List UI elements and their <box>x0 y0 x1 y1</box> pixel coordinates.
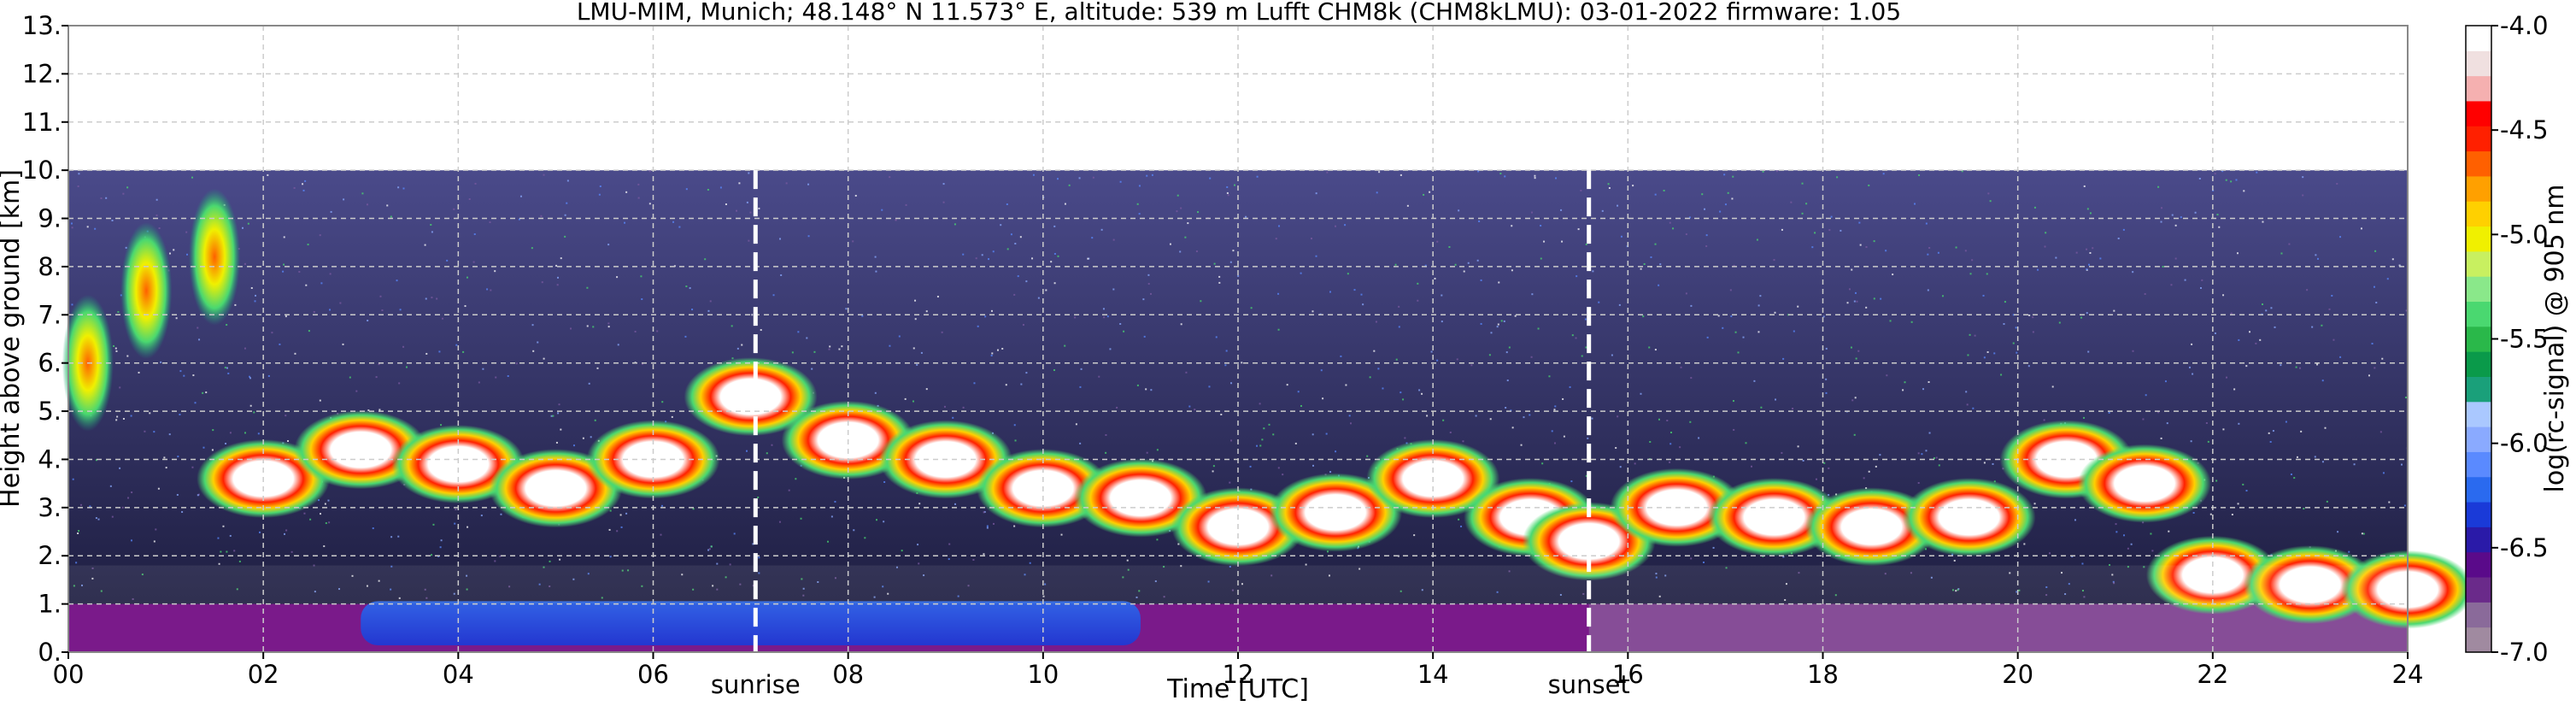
cirrus-patch <box>189 188 241 326</box>
x-tick-label: 20 <box>2002 660 2033 689</box>
colorbar-title: log(rc-signal) @ 905 nm <box>2540 185 2570 493</box>
y-axis-title: Height above ground [km] <box>0 169 26 508</box>
aerosol-layer <box>361 601 1141 645</box>
colorbar-swatch <box>2466 627 2491 653</box>
colorbar-swatch <box>2466 50 2491 77</box>
x-tick-label: 12 <box>1223 660 1254 689</box>
colorbar-swatch <box>2466 602 2491 628</box>
x-tick-label: 22 <box>2197 660 2228 689</box>
colorbar-tick-label: -7.0 <box>2500 638 2549 667</box>
colorbar-swatch <box>2466 175 2491 202</box>
colorbar-tick-label: -5.0 <box>2500 220 2549 249</box>
colorbar-swatch <box>2466 551 2491 578</box>
x-tick-label: 10 <box>1027 660 1059 689</box>
x-tick-label: 16 <box>1612 660 1644 689</box>
colorbar-tick-label: -6.0 <box>2500 429 2549 458</box>
y-tick-label: 0. <box>38 638 62 667</box>
x-tick-label: 18 <box>1807 660 1839 689</box>
x-tick-label: 08 <box>832 660 864 689</box>
colorbar-swatch <box>2466 201 2491 227</box>
colorbar-tick-label: -4.0 <box>2500 11 2549 40</box>
colorbar-swatch <box>2466 226 2491 252</box>
colorbar-swatch <box>2466 476 2491 503</box>
annotations: sunrise sunset <box>711 170 1630 699</box>
y-tick-label: 11. <box>22 108 62 137</box>
colorbar-swatch <box>2466 401 2491 427</box>
cloud-patch <box>1902 478 2036 557</box>
cirrus-patch <box>120 222 173 360</box>
colorbar-swatch <box>2466 276 2491 303</box>
y-tick-label: 10. <box>22 156 62 185</box>
sunrise-label: sunrise <box>711 670 801 699</box>
colorbar-swatch <box>2466 527 2491 553</box>
x-tick-label: 00 <box>53 660 85 689</box>
cloud-patch <box>2077 444 2211 523</box>
y-tick-label: 8. <box>38 252 62 281</box>
colorbar-swatch <box>2466 150 2491 177</box>
y-tick-label: 12. <box>22 59 62 88</box>
y-tick-label: 9. <box>38 204 62 233</box>
x-tick-label: 06 <box>637 660 669 689</box>
colorbar-swatch <box>2466 326 2491 352</box>
chart-title: LMU-MIM, Munich; 48.148° N 11.573° E, al… <box>577 0 1901 26</box>
colorbar-tick-label: -6.5 <box>2500 533 2549 562</box>
y-tick-label: 5. <box>38 397 62 426</box>
colorbar-swatch <box>2466 351 2491 377</box>
colorbar-swatch <box>2466 126 2491 152</box>
colorbar-swatch <box>2466 502 2491 527</box>
y-axis: 0. 1. 2. 3. 4. 5. 6. 7. 8. 9. 10. 11. 12. 13. <box>22 11 68 667</box>
x-axis-title: Time [UTC] <box>1166 674 1309 704</box>
y-tick-label: 7. <box>38 300 62 329</box>
plot-area <box>62 26 2474 653</box>
colorbar-swatch <box>2466 427 2491 452</box>
colorbar-swatch <box>2466 577 2491 603</box>
colorbar: -4.0 -4.5 -5.0 -5.5 -6.0 -6.5 -7.0 <box>2465 11 2549 667</box>
y-tick-label: 4. <box>38 444 62 474</box>
colorbar-swatch <box>2466 451 2491 478</box>
colorbar-swatch <box>2466 75 2491 102</box>
colorbar-swatch <box>2466 26 2491 51</box>
colorbar-tick-label: -5.5 <box>2500 325 2549 354</box>
x-tick-label: 14 <box>1417 660 1449 689</box>
y-tick-label: 2. <box>38 541 62 570</box>
y-tick-label: 3. <box>38 493 62 522</box>
y-tick-label: 1. <box>38 590 62 619</box>
colorbar-swatch <box>2466 100 2491 126</box>
colorbar-swatch <box>2466 301 2491 327</box>
colorbar-swatch <box>2466 376 2491 403</box>
x-tick-label: 02 <box>248 660 279 689</box>
sunset-label: sunset <box>1548 670 1630 699</box>
y-tick-label: 6. <box>38 349 62 378</box>
x-axis: 00 02 04 06 08 10 12 14 16 18 20 22 24 <box>53 652 2424 689</box>
no-data-area <box>68 26 2408 171</box>
colorbar-swatch <box>2466 250 2491 277</box>
x-tick-label: 24 <box>2392 660 2424 689</box>
cloud-patch <box>1269 473 1403 552</box>
y-tick-label: 13. <box>22 11 62 40</box>
x-tick-label: 04 <box>443 660 474 689</box>
colorbar-tick-label: -4.5 <box>2500 115 2549 144</box>
cloud-patch <box>684 357 818 437</box>
